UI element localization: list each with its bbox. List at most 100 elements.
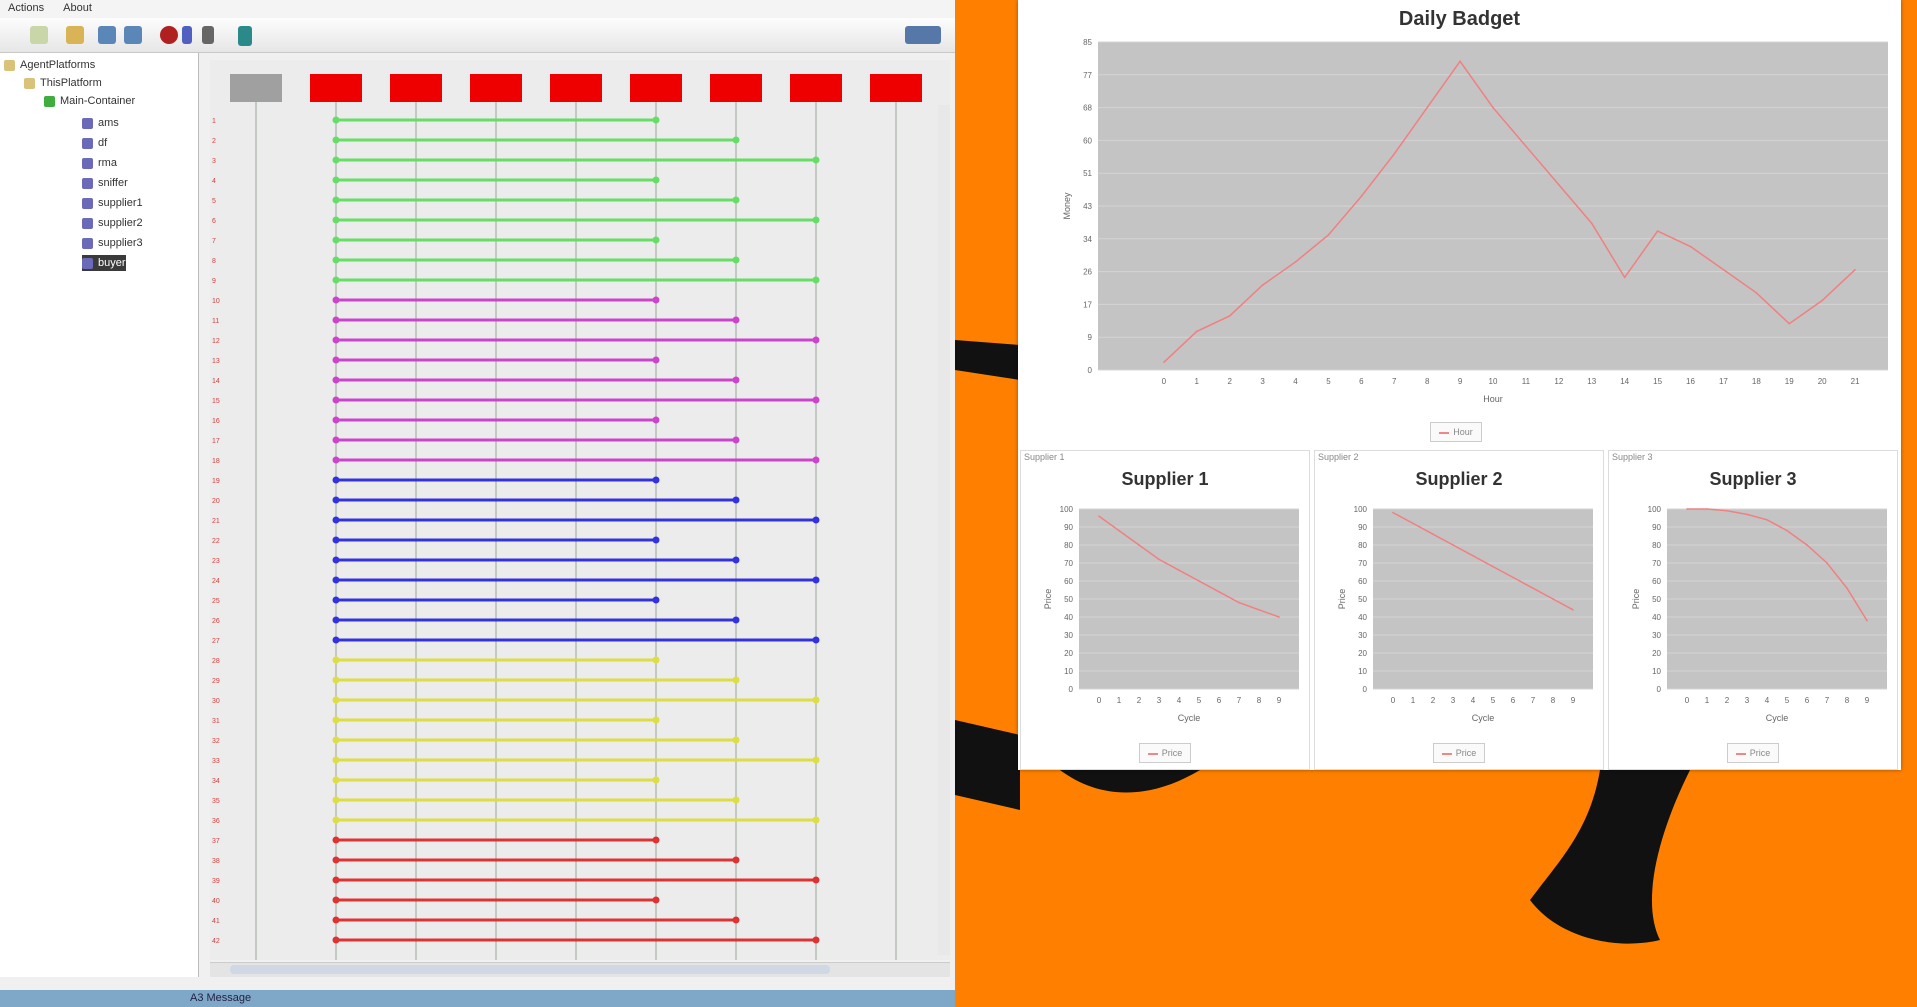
logo-icon	[905, 26, 941, 44]
play-icon[interactable]	[182, 26, 192, 44]
message-start	[332, 656, 340, 664]
y-tick-label: 60	[1083, 136, 1092, 145]
message-end	[652, 776, 660, 784]
data-point	[1689, 245, 1692, 248]
message-end	[812, 456, 820, 464]
x-tick-label: 5	[1785, 696, 1790, 705]
message-end	[812, 636, 820, 644]
panel-tab-label: Supplier 1	[1024, 452, 1065, 462]
x-tick-label: 10	[1489, 377, 1498, 386]
message-start	[332, 276, 340, 284]
agent-box	[870, 74, 922, 102]
folder-icon[interactable]	[66, 26, 84, 44]
x-tick-label: 3	[1451, 696, 1456, 705]
x-tick-label: 2	[1137, 696, 1142, 705]
row-number: 20	[212, 498, 220, 505]
tree-agent[interactable]: buyer	[82, 255, 126, 271]
y-tick-label: 70	[1064, 559, 1073, 568]
data-point	[1821, 299, 1823, 302]
message-start	[332, 736, 340, 744]
data-point	[1512, 576, 1514, 579]
y-tick-label: 50	[1652, 595, 1661, 604]
save-as-icon[interactable]	[124, 26, 142, 44]
message-end	[732, 436, 740, 444]
tree-agent[interactable]: sniffer	[82, 175, 128, 191]
y-tick-label: 100	[1648, 505, 1662, 514]
y-tick-label: 100	[1354, 505, 1368, 514]
message-end	[652, 536, 660, 544]
agent-icon	[82, 137, 93, 149]
y-tick-label: 10	[1064, 667, 1073, 676]
row-number: 37	[212, 838, 220, 845]
tree-agent[interactable]: rma	[82, 155, 117, 171]
x-tick-label: 9	[1571, 696, 1576, 705]
x-tick-label: 4	[1765, 696, 1770, 705]
scroll-thumb[interactable]	[230, 965, 830, 974]
tree-agent-label: df	[98, 137, 108, 149]
tree-agent-label: ams	[98, 117, 119, 129]
series-line	[1098, 515, 1280, 618]
main-chart-title: Daily Badget	[1398, 8, 1521, 30]
row-number: 27	[212, 638, 220, 645]
tree-agent[interactable]: ams	[82, 115, 119, 131]
data-point	[1327, 234, 1330, 236]
tree-container[interactable]: Main-Container	[44, 93, 135, 109]
message-end	[732, 916, 740, 924]
data-point	[1258, 609, 1260, 611]
message-start	[332, 316, 340, 324]
message-end	[652, 656, 660, 664]
data-point	[1412, 522, 1414, 525]
x-tick-label: 4	[1177, 696, 1182, 705]
tree-platform[interactable]: ThisPlatform	[24, 75, 102, 91]
data-point	[1432, 533, 1434, 535]
legend-swatch	[1439, 431, 1450, 434]
message-start	[332, 236, 340, 244]
message-start	[332, 616, 340, 624]
data-point	[1788, 322, 1791, 325]
data-point	[1572, 609, 1574, 611]
message-end	[812, 156, 820, 164]
supplier-panel-2: Supplier 2 Supplier 2 0 10 20 30 40 50 60 70 80 9…	[1314, 450, 1604, 770]
tree-agent[interactable]: supplier2	[82, 215, 143, 231]
row-number: 8	[212, 258, 216, 265]
supplier-3-chart: 0 10 20 30 40 50 60 70 80 90 100 0 1 2 3 4 5 6 7 8 9 Cycle Pri…	[1631, 505, 1887, 723]
menu-actions[interactable]: Actions	[8, 2, 45, 14]
legend-label: Price	[1749, 748, 1771, 758]
data-point	[1532, 587, 1534, 589]
tree-agent[interactable]: supplier1	[82, 195, 143, 211]
sequence-canvas[interactable]: 1 2 3 4 5 6 7 8 9 10 11 12 13 14 15 16 17 18 19 20 21 22 23 24 2…	[210, 60, 950, 960]
menu-about[interactable]: About	[63, 2, 92, 14]
row-number: 19	[212, 478, 220, 485]
x-tick-label: 2	[1725, 696, 1730, 705]
record-icon[interactable]	[160, 26, 178, 44]
folder-icon	[24, 77, 35, 89]
x-tick-label: 0	[1685, 696, 1690, 705]
x-tick-label: 9	[1865, 696, 1870, 705]
wallpaper-shape	[955, 720, 1020, 810]
tree-root[interactable]: AgentPlatforms	[4, 57, 95, 73]
y-tick-label: 90	[1064, 523, 1073, 532]
y-tick-label: 85	[1083, 38, 1092, 47]
tree-agent-label: supplier1	[98, 197, 143, 209]
message-start	[332, 836, 340, 844]
x-tick-label: 5	[1326, 377, 1331, 386]
x-tick-label: 17	[1719, 377, 1728, 386]
tree-agent-label: sniffer	[98, 177, 128, 189]
stop-icon[interactable]	[202, 26, 214, 44]
message-start	[332, 596, 340, 604]
pointer-icon[interactable]	[30, 26, 48, 44]
vertical-scrollbar[interactable]	[938, 105, 950, 955]
message-end	[812, 696, 820, 704]
tree-agent[interactable]: df	[82, 135, 107, 151]
horizontal-scrollbar[interactable]	[210, 962, 950, 977]
tree-agent-label: buyer	[98, 257, 126, 269]
data-point	[1806, 544, 1808, 546]
y-tick-label: 43	[1083, 202, 1092, 211]
y-tick-label: 90	[1652, 523, 1661, 532]
filter-icon[interactable]	[238, 26, 252, 46]
save-icon[interactable]	[98, 26, 116, 44]
row-number: 12	[212, 338, 220, 345]
supplier-2-chart: 0 10 20 30 40 50 60 70 80 90 100 0 1 2 3 4 5 6 7 8 9 Cycle Pri…	[1337, 505, 1593, 723]
tree-agent[interactable]: supplier3	[82, 235, 143, 251]
data-point	[1158, 558, 1160, 561]
